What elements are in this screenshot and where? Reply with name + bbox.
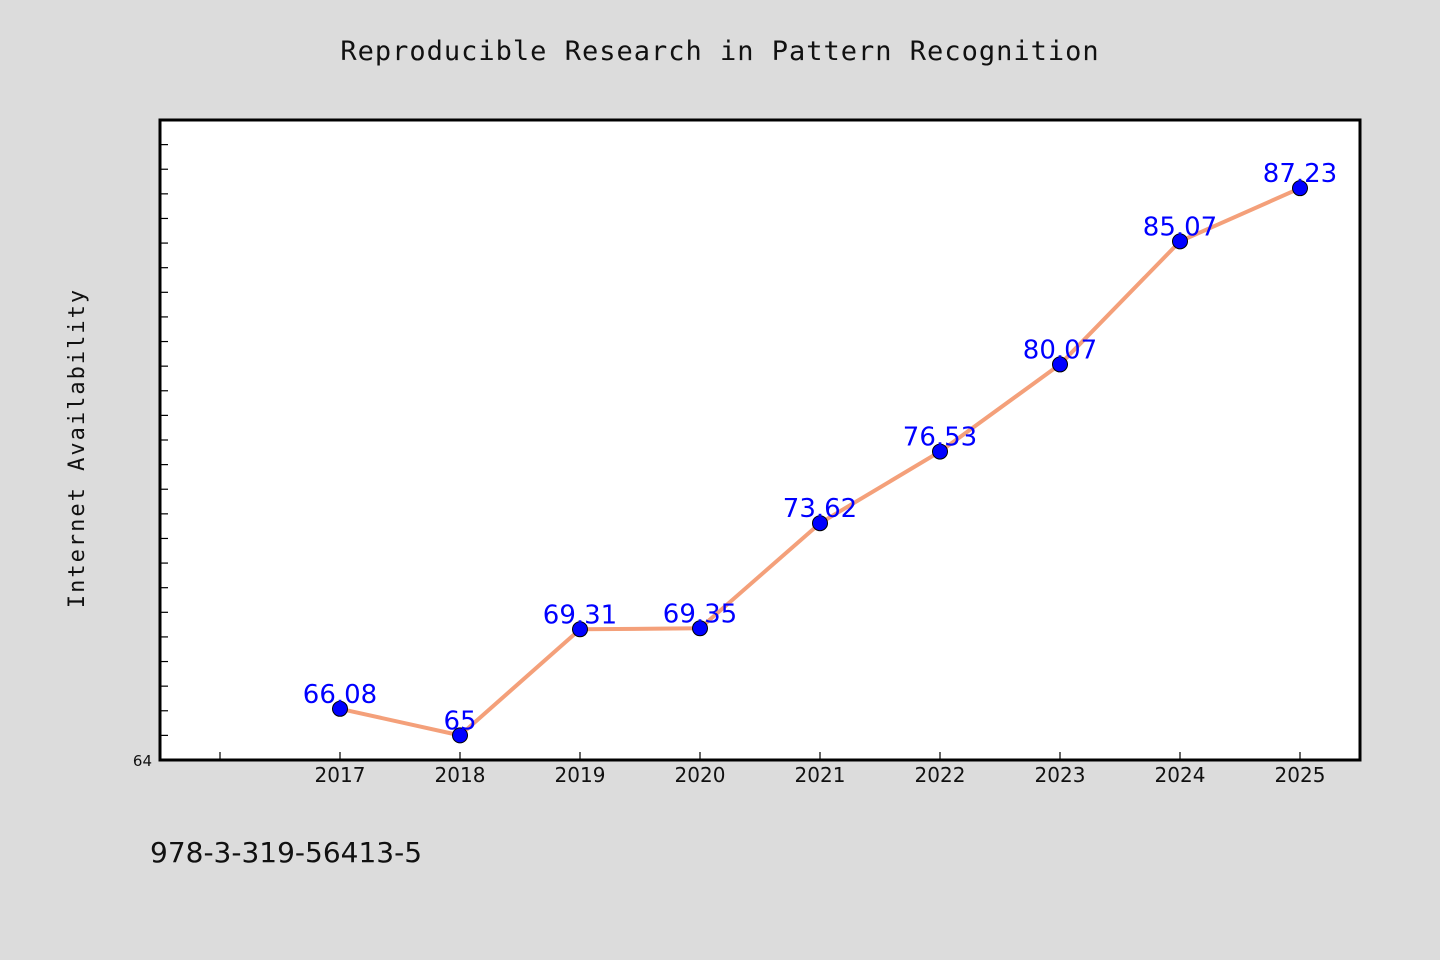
x-tick-label: 2019 (555, 763, 606, 787)
x-tick-label: 2023 (1035, 763, 1086, 787)
data-point (1292, 180, 1308, 197)
chart-title: Reproducible Research in Pattern Recogni… (340, 36, 1099, 67)
data-point (452, 727, 468, 744)
x-tick-label: 2022 (915, 763, 966, 787)
x-tick-label: 2025 (1275, 763, 1326, 787)
data-label: 87.23 (1263, 159, 1337, 189)
data-label: 76.53 (903, 423, 977, 453)
data-label: 85.07 (1143, 212, 1217, 242)
data-label: 73.62 (783, 494, 857, 524)
isbn-footnote: 978-3-319-56413-5 (150, 836, 422, 869)
data-point (932, 443, 948, 460)
x-tick-label: 2024 (1155, 763, 1206, 787)
data-label: 80.07 (1023, 335, 1097, 365)
x-tick-label: 2018 (435, 763, 486, 787)
plot-area (158, 118, 1362, 762)
data-label: 65 (443, 706, 476, 736)
data-point (332, 700, 348, 717)
x-tick-label: 2020 (675, 763, 726, 787)
data-label: 69.35 (663, 599, 737, 629)
y-axis-label: Internet Availability (65, 288, 90, 608)
data-label: 66.08 (303, 680, 377, 710)
data-label: 69.31 (543, 600, 617, 630)
data-point (1172, 233, 1188, 250)
data-point (692, 620, 708, 637)
data-point (812, 515, 828, 532)
y-tick-label-min: 64 (133, 752, 152, 770)
x-axis-ticks: 2017 2018 2019 2020 2021 2022 2023 2024 2025 (219, 752, 1326, 787)
x-tick-label: 2017 (315, 763, 366, 787)
data-point (572, 621, 588, 638)
y-axis-ticks (160, 144, 168, 736)
data-point (1052, 356, 1068, 373)
x-tick-label: 2021 (795, 763, 846, 787)
series-layer: 66.08 65 69.31 69.35 73.62 76.53 80.07 85.07 87.… (303, 159, 1337, 744)
